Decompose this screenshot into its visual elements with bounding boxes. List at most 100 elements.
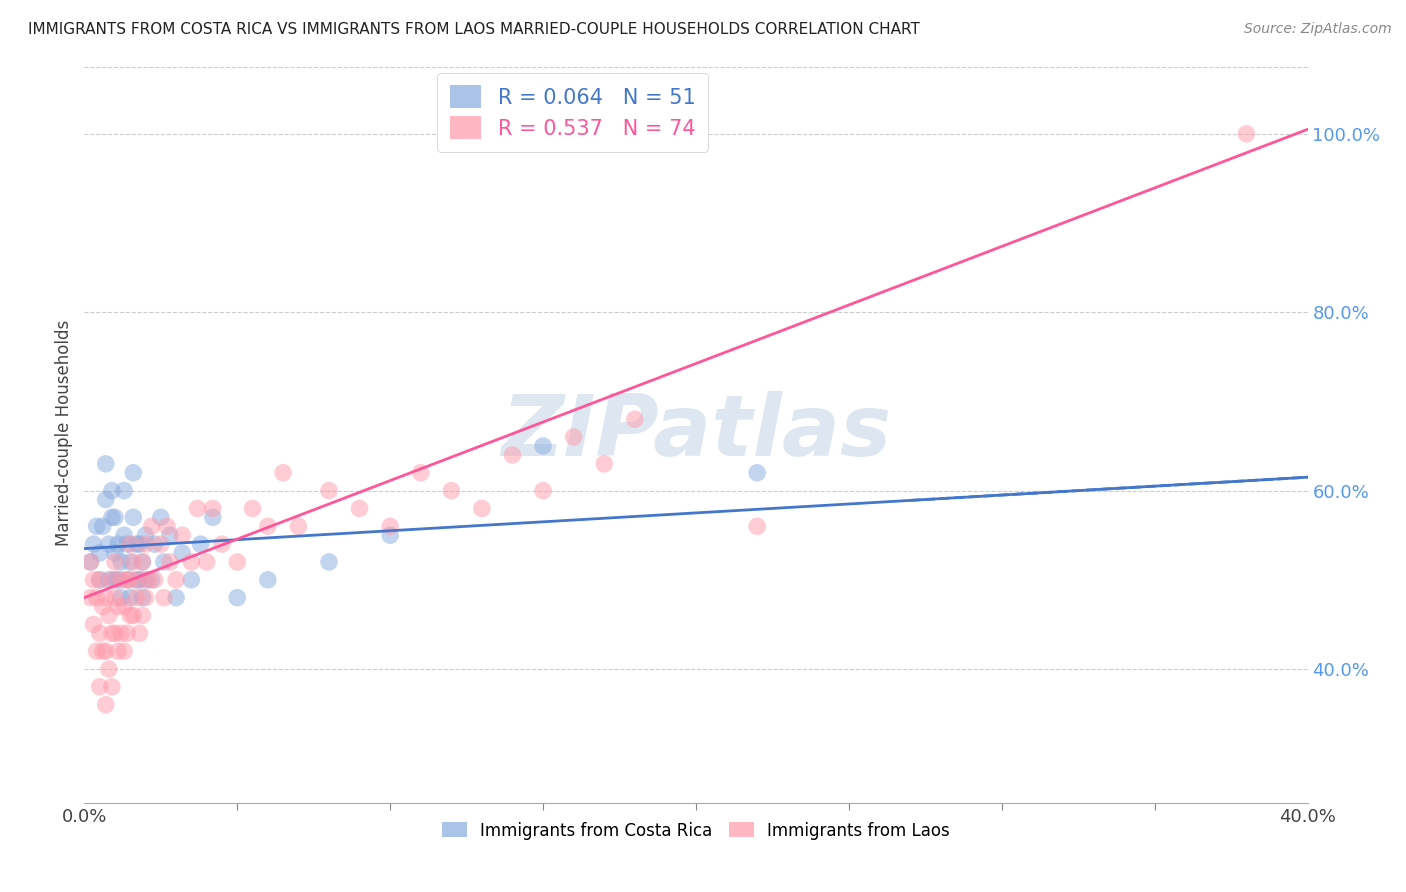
Point: [120, 591, 142, 605]
Point: [110, 591, 132, 605]
Point: [502, 448, 524, 462]
Point: [159, 528, 181, 542]
Point: [125, 573, 148, 587]
Point: [94, 698, 117, 712]
Point: [83, 573, 105, 587]
Point: [112, 528, 135, 542]
Point: [180, 555, 202, 569]
Point: [89, 626, 111, 640]
Point: [120, 573, 142, 587]
Point: [149, 537, 172, 551]
Point: [89, 573, 111, 587]
Point: [257, 519, 280, 533]
Point: [211, 537, 233, 551]
Point: [195, 555, 218, 569]
Point: [138, 573, 160, 587]
Point: [159, 555, 181, 569]
Point: [143, 573, 166, 587]
Point: [91, 644, 114, 658]
Point: [131, 555, 153, 569]
Point: [79, 555, 101, 569]
Point: [107, 573, 129, 587]
Point: [131, 608, 153, 623]
Point: [271, 466, 294, 480]
Point: [135, 591, 157, 605]
Point: [115, 573, 138, 587]
Point: [624, 412, 647, 426]
Point: [120, 555, 142, 569]
Point: [112, 644, 135, 658]
Point: [104, 573, 127, 587]
Point: [97, 573, 120, 587]
Point: [89, 546, 111, 560]
Point: [86, 519, 108, 533]
Point: [226, 555, 249, 569]
Text: ZIPatlas: ZIPatlas: [501, 391, 891, 475]
Point: [94, 591, 117, 605]
Point: [91, 599, 114, 614]
Point: [128, 573, 150, 587]
Point: [242, 501, 264, 516]
Point: [125, 537, 148, 551]
Point: [101, 626, 124, 640]
Point: [122, 466, 145, 480]
Point: [128, 537, 150, 551]
Point: [747, 519, 769, 533]
Point: [153, 591, 176, 605]
Point: [97, 662, 120, 676]
Point: [190, 537, 212, 551]
Point: [593, 457, 616, 471]
Point: [440, 483, 463, 498]
Point: [107, 537, 129, 551]
Point: [128, 573, 150, 587]
Point: [83, 537, 105, 551]
Point: [101, 483, 124, 498]
Point: [110, 555, 132, 569]
Point: [104, 591, 127, 605]
Point: [79, 555, 101, 569]
Point: [101, 510, 124, 524]
Point: [186, 501, 208, 516]
Point: [1236, 127, 1258, 141]
Point: [180, 573, 202, 587]
Point: [531, 483, 554, 498]
Point: [120, 608, 142, 623]
Point: [86, 591, 108, 605]
Point: [122, 510, 145, 524]
Point: [94, 457, 117, 471]
Point: [135, 537, 157, 551]
Point: [94, 644, 117, 658]
Point: [131, 555, 153, 569]
Point: [318, 555, 340, 569]
Point: [104, 546, 127, 560]
Point: [257, 573, 280, 587]
Point: [97, 537, 120, 551]
Point: [94, 492, 117, 507]
Point: [122, 608, 145, 623]
Point: [110, 626, 132, 640]
Point: [107, 644, 129, 658]
Point: [141, 519, 163, 533]
Point: [112, 599, 135, 614]
Point: [562, 430, 585, 444]
Text: IMMIGRANTS FROM COSTA RICA VS IMMIGRANTS FROM LAOS MARRIED-COUPLE HOUSEHOLDS COR: IMMIGRANTS FROM COSTA RICA VS IMMIGRANTS…: [28, 22, 920, 37]
Point: [287, 519, 309, 533]
Point: [104, 555, 127, 569]
Point: [122, 555, 145, 569]
Point: [135, 528, 157, 542]
Point: [318, 483, 340, 498]
Point: [131, 591, 153, 605]
Point: [115, 537, 138, 551]
Point: [101, 573, 124, 587]
Point: [135, 573, 157, 587]
Point: [380, 519, 402, 533]
Point: [107, 599, 129, 614]
Point: [89, 680, 111, 694]
Point: [104, 510, 127, 524]
Point: [110, 573, 132, 587]
Y-axis label: Married-couple Households: Married-couple Households: [55, 319, 73, 546]
Point: [112, 483, 135, 498]
Point: [156, 519, 179, 533]
Point: [172, 546, 194, 560]
Point: [747, 466, 769, 480]
